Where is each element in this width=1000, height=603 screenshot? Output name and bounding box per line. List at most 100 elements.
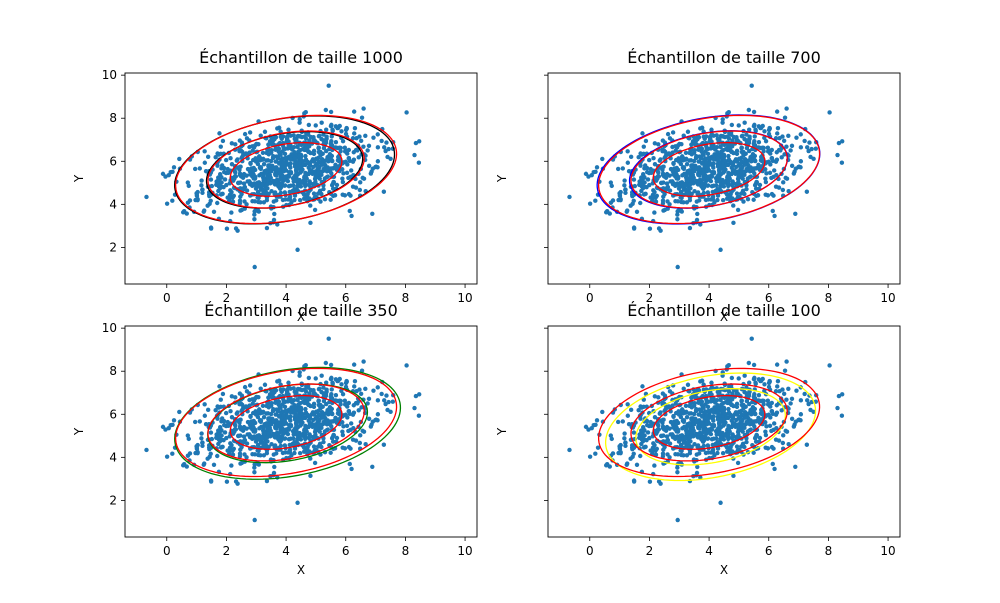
scatter-point <box>684 162 690 167</box>
scatter-point <box>786 188 791 194</box>
scatter-point <box>594 165 600 170</box>
scatter-point <box>720 117 725 122</box>
scatter-point <box>774 410 780 415</box>
scatter-point <box>721 179 727 185</box>
scatter-point <box>226 170 231 175</box>
scatter-point <box>306 171 311 177</box>
scatter-point <box>323 380 329 385</box>
scatter-point <box>375 398 381 403</box>
scatter-point <box>295 166 300 172</box>
x-tick-label: 2 <box>223 544 231 558</box>
scatter-point <box>692 148 697 153</box>
scatter-point <box>788 401 793 406</box>
scatter-point <box>778 148 783 153</box>
scatter-point <box>328 409 333 414</box>
scatter-point <box>660 201 666 206</box>
scatter-point <box>382 145 387 150</box>
scatter-point <box>781 138 787 143</box>
scatter-point <box>298 432 304 438</box>
scatter-point <box>351 157 357 162</box>
scatter-point <box>242 184 248 190</box>
scatter-point <box>334 182 340 188</box>
scatter-point <box>365 401 370 406</box>
scatter-point <box>744 398 750 404</box>
scatter-point <box>754 179 759 185</box>
axes-frame <box>547 72 901 285</box>
scatter-point <box>233 142 238 147</box>
scatter-point <box>798 418 803 423</box>
scatter-point <box>324 410 329 416</box>
scatter-point <box>292 150 297 155</box>
scatter-point <box>638 200 643 206</box>
scatter-point <box>273 388 279 393</box>
x-tick-label: 8 <box>825 544 833 558</box>
scatter-point <box>746 380 752 385</box>
scatter-point <box>375 145 381 150</box>
scatter-point <box>772 421 777 426</box>
scatter-point <box>639 441 644 447</box>
scatter-point <box>250 435 255 440</box>
scatter-point <box>776 185 782 190</box>
scatter-point <box>642 175 647 180</box>
scatter-point <box>313 376 318 381</box>
scatter-point <box>363 133 368 139</box>
subplot-3: 0 2 4 6 8 10 2 4 6 8 10 X Y Échantillon de taille 350 <box>72 301 478 577</box>
scatter-point <box>747 169 753 174</box>
scatter-point <box>323 391 329 397</box>
scatter-point <box>284 389 290 395</box>
scatter-point <box>686 422 692 428</box>
scatter-point <box>717 412 723 418</box>
scatter-point <box>264 478 270 484</box>
scatter-point <box>192 419 198 425</box>
scatter-point <box>195 189 200 195</box>
scatter-point <box>228 408 233 414</box>
scatter-point <box>185 180 191 185</box>
scatter-point <box>386 146 391 152</box>
scatter-point <box>281 413 286 419</box>
scatter-point <box>185 200 191 205</box>
scatter-point <box>638 453 643 459</box>
scatter-point <box>615 419 621 425</box>
scatter-point <box>720 120 725 125</box>
scatter-point <box>774 157 780 162</box>
scatter-point <box>356 408 361 413</box>
scatter-point <box>275 379 280 384</box>
scatter-point <box>704 160 709 166</box>
scatter-point <box>200 440 205 445</box>
scatter-point <box>675 174 681 179</box>
scatter-point <box>270 391 276 396</box>
scatter-point <box>625 402 630 407</box>
scatter-point <box>233 395 238 400</box>
scatter-point <box>344 423 350 428</box>
scatter-point <box>285 197 291 202</box>
scatter-point <box>752 375 757 381</box>
scatter-point <box>270 138 276 143</box>
scatter-point <box>734 164 739 170</box>
scatter-point <box>375 418 380 423</box>
scatter-point <box>786 386 791 392</box>
scatter-point <box>340 176 345 181</box>
scatter-point <box>751 197 756 202</box>
scatter-point <box>295 397 300 403</box>
scatter-point <box>260 150 266 156</box>
scatter-point <box>348 427 353 433</box>
scatter-point <box>726 153 731 159</box>
y-axis-label: Y <box>495 174 509 183</box>
scatter-point <box>361 106 366 111</box>
x-tick-label: 2 <box>223 291 231 305</box>
scatter-point <box>652 141 658 146</box>
scatter-point <box>312 460 318 466</box>
scatter-point <box>328 450 333 455</box>
scatter-point <box>297 163 303 169</box>
scatter-point <box>229 394 235 399</box>
scatter-point <box>739 155 744 161</box>
scatter-point <box>746 148 752 154</box>
scatter-point <box>319 191 324 197</box>
scatter-point <box>807 140 812 145</box>
scatter-point <box>827 363 832 368</box>
scatter-point <box>272 464 277 470</box>
scatter-point <box>321 145 327 151</box>
scatter-point <box>297 370 302 375</box>
scatter-point <box>277 152 282 158</box>
scatter-point <box>242 452 247 457</box>
